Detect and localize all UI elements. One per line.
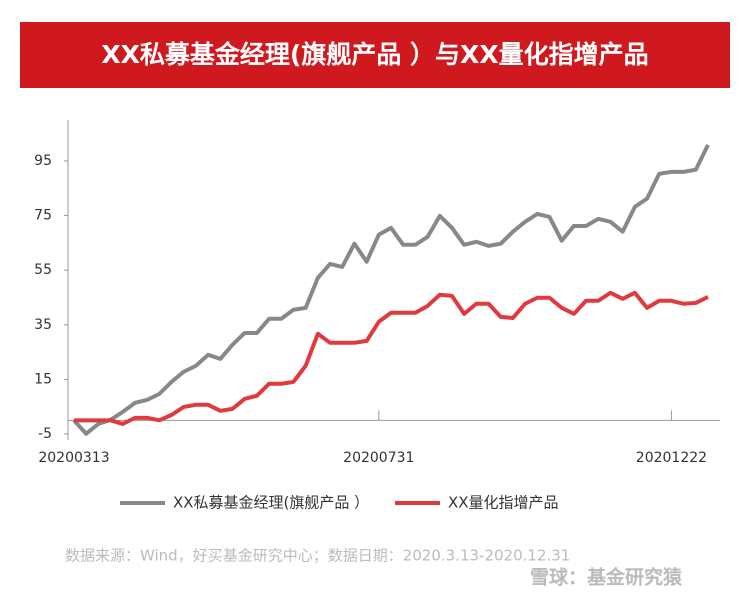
y-tick-label: 75: [34, 208, 52, 224]
y-tick-label: 95: [34, 153, 52, 169]
legend-label: XX量化指增产品: [448, 494, 559, 512]
watermark: 雪球：基金研究猿: [530, 566, 683, 589]
y-tick-label: 55: [34, 262, 52, 278]
series-line: [74, 290, 709, 426]
series-line: [72, 143, 710, 436]
y-tick-label: 35: [34, 317, 52, 333]
y-tick-label: -5: [38, 426, 52, 442]
source-note: 数据来源：Wind，好买基金研究中心；数据日期：2020.3.13-2020.1…: [65, 547, 570, 565]
title-banner: [20, 22, 730, 88]
chart-title: XX私募基金经理(旗舰产品 ）与XX量化指增产品: [101, 40, 648, 69]
x-tick-label: 20200313: [38, 450, 109, 466]
legend-label: XX私募基金经理(旗舰产品 ）: [173, 494, 369, 512]
x-tick-label: 20200731: [343, 450, 414, 466]
y-tick-label: 15: [34, 371, 52, 387]
x-tick-label: 20201222: [636, 450, 707, 466]
